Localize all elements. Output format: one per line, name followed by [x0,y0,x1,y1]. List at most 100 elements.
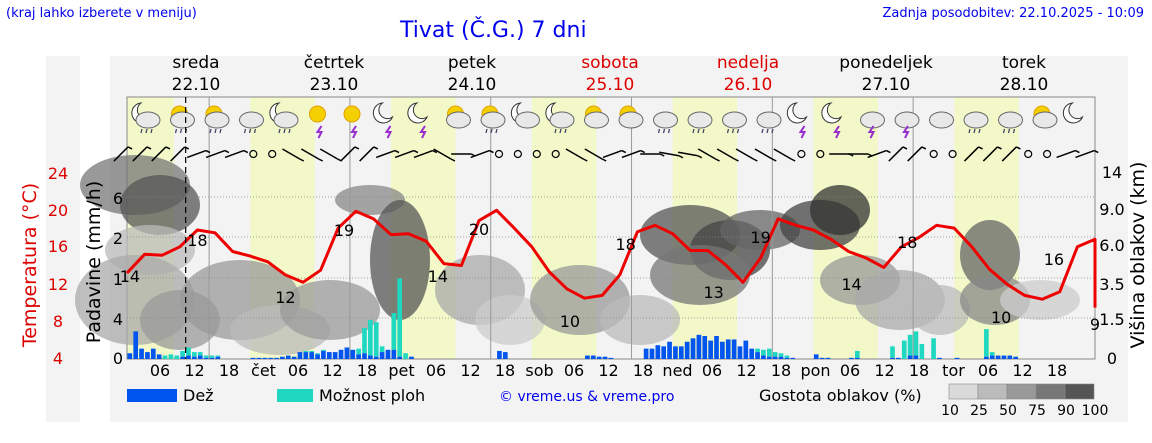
rain-bar [813,354,819,359]
rain-bar [890,357,895,359]
day-date: 25.10 [586,75,635,95]
moon-cloud-rain-icon [269,102,299,134]
rain-drops [761,128,774,134]
cloud-rain-icon [687,111,713,134]
temperature-axis-label: Temperatura (°C) [19,183,41,348]
rain-bar [385,349,391,359]
wind-barb-tick [489,149,494,154]
rain-bar [702,336,708,359]
rain-bar [139,348,144,359]
showers-bar [890,346,895,358]
rain-bar [661,346,667,359]
wind-barb-tick [582,158,588,162]
showers-bar [854,350,860,358]
day-date: 22.10 [172,75,221,95]
showers-bar [315,353,320,355]
temperature-label: 20 [469,220,489,239]
temperature-label: 14 [120,267,140,286]
cloud-blob [475,295,545,345]
sun-cloud-icon [446,105,471,129]
rain-bar [655,345,661,359]
x-tick-label: 18 [633,361,653,380]
day-date: 28.10 [1000,75,1049,95]
precipitation-tick: 0 [113,349,123,368]
rain-bar [755,352,760,359]
rain-bar [684,341,690,359]
wind-barb [113,146,129,162]
cloud-height-tick: 3.5 [1099,275,1124,294]
cloud-blob [120,175,200,235]
precipitation-bars [127,278,1019,359]
wind-barb-tick [450,158,456,162]
cloud-shape [894,111,920,129]
rain-drops [243,128,257,134]
rain-bar [708,340,713,359]
rain-bar [678,346,684,359]
rain-drops [554,128,567,134]
location-hint[interactable]: (kraj lahko izberete v meniju) [6,6,197,21]
wind-barb [1075,149,1095,159]
rain-bar [391,349,397,359]
wind-barb-tick [753,158,758,162]
cloud-height-axis-label: Višina oblakov (km) [1127,162,1149,349]
sun-thunder-icon [309,105,326,139]
precipitation-tick: 1 [113,270,123,289]
rain-bar [502,352,508,359]
y-axes: 48121620240412601.53.56.09.014Temperatur… [19,162,1149,368]
rain-bar [720,341,725,359]
rain-drops [485,128,498,134]
wind-barb [394,149,415,159]
wind-barb-tick [413,149,419,154]
wind-barb-tick [734,158,739,162]
x-tick-label: 18 [495,361,515,380]
rain-bar [913,355,919,359]
wind-barb-tick [1075,149,1080,154]
wind-barb-tick [678,155,684,159]
moon-cloud-icon [510,102,540,129]
x-tick-label: 18 [357,361,377,380]
rain-bar [268,357,273,359]
density-swatch [948,383,979,400]
day-date: 23.10 [310,75,359,95]
day-name: nedelja [717,53,779,73]
lightning-bolt [350,125,358,139]
showers-bar [379,346,385,353]
rain-drops [692,128,705,134]
wind-barb [413,149,434,159]
credit-link[interactable]: © vreme.us & vreme.pro [499,389,675,405]
wind-barb-tick [127,146,133,150]
wind-barb [170,146,186,162]
showers-bar [989,352,995,356]
wind-calm [797,149,806,159]
cloud-shape [998,111,1023,129]
x-tick-label: pon [800,361,830,380]
cloud-rain-icon [756,111,782,134]
cloud-shape [722,111,747,129]
rain-bar [590,355,596,359]
wind-barb-tick [243,149,249,154]
wind-barb [565,148,584,160]
rain-bar [896,357,901,359]
showers-bar [755,348,760,353]
cloud-icon [929,111,954,129]
day-name: sobota [581,53,639,73]
rain-bar [737,346,743,359]
moon-thunder-icon [407,102,429,139]
x-tick-label: 18 [909,361,929,380]
density-tick: 50 [999,403,1017,419]
moon-cloud-rain-icon [131,102,161,134]
wind-barb-tick [621,149,627,154]
wind-barb [470,149,490,159]
x-tick-label: 18 [1047,361,1067,380]
wind-barb-tick [146,146,152,150]
cloud-shape [1032,111,1058,129]
wind-barb [319,148,338,160]
wind-barb-tick [394,149,400,154]
wind-barb-tick [697,155,703,159]
rain-bar [326,352,332,359]
showers-bar [186,347,191,356]
lightning-bolt [419,125,427,139]
temperature-label: 10 [560,312,580,331]
rain-bar [133,331,139,359]
